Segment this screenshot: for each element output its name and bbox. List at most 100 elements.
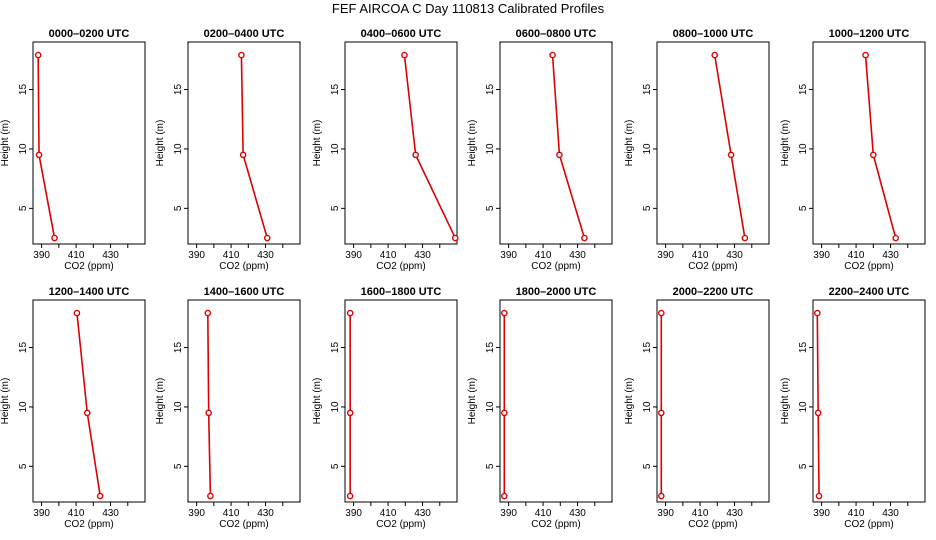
plot-frame xyxy=(812,41,926,245)
profile-point xyxy=(263,234,271,242)
plot-frame xyxy=(499,41,613,245)
x-axis-label: CO2 (ppm) xyxy=(688,519,737,530)
x-tick-label: 430 xyxy=(257,250,274,261)
profile-point xyxy=(727,151,735,159)
profile-point xyxy=(239,151,247,159)
x-tick-label: 410 xyxy=(535,250,552,261)
y-tick-label: 5 xyxy=(330,205,341,211)
y-tick-label: 15 xyxy=(330,342,341,354)
x-tick-label: 430 xyxy=(569,250,586,261)
y-tick-label: 15 xyxy=(798,342,809,354)
x-axis-label: CO2 (ppm) xyxy=(219,261,268,272)
y-tick-label: 15 xyxy=(642,342,653,354)
y-axis-label: Height (m) xyxy=(0,378,11,425)
x-tick-label: 430 xyxy=(257,508,274,519)
y-tick-label: 5 xyxy=(18,205,29,211)
profile-point xyxy=(862,51,869,59)
profile-point xyxy=(207,492,214,500)
y-tick-label: 10 xyxy=(642,401,653,413)
y-tick-label: 5 xyxy=(642,463,653,469)
y-tick-label: 15 xyxy=(18,84,29,96)
y-axis-label: Height (m) xyxy=(155,120,166,167)
x-axis-label: CO2 (ppm) xyxy=(844,261,893,272)
profile-point xyxy=(658,409,665,417)
profile-point xyxy=(451,234,459,242)
profile-point xyxy=(658,492,665,500)
profile-line xyxy=(207,313,212,497)
profile-point xyxy=(83,409,91,417)
plot-frame xyxy=(656,299,770,503)
profile-point xyxy=(205,409,212,417)
profile-point xyxy=(51,234,58,242)
x-axis-label: CO2 (ppm) xyxy=(844,519,893,530)
profile-point xyxy=(815,492,823,500)
panel-title: 2200–2400 UTC xyxy=(829,286,910,298)
plot-frame xyxy=(32,299,146,503)
x-tick-label: 410 xyxy=(692,250,709,261)
panel-title: 1000–1200 UTC xyxy=(829,28,910,40)
plot-frame xyxy=(187,41,301,245)
y-axis-label: Height (m) xyxy=(467,378,478,425)
profile-point xyxy=(814,309,821,317)
y-tick-label: 10 xyxy=(330,401,341,413)
profile-point xyxy=(346,309,354,317)
x-tick-label: 430 xyxy=(726,508,743,519)
x-tick-label: 390 xyxy=(813,508,830,519)
panel-title: 1600–1800 UTC xyxy=(361,286,442,298)
panel-title: 1800–2000 UTC xyxy=(516,286,597,298)
y-axis-label: Height (m) xyxy=(312,120,323,167)
profile-line xyxy=(816,313,820,497)
y-tick-label: 15 xyxy=(18,342,29,354)
x-tick-label: 430 xyxy=(102,508,119,519)
y-axis-label: Height (m) xyxy=(467,120,478,167)
y-tick-label: 5 xyxy=(173,463,184,469)
profile-point xyxy=(658,309,665,317)
profile-line xyxy=(713,54,746,239)
plot-frame xyxy=(656,41,770,245)
profile-point xyxy=(501,309,508,317)
profile-point xyxy=(556,151,563,159)
profile-point xyxy=(870,151,877,159)
profile-line xyxy=(76,312,101,497)
figure-title: FEF AIRCOA C Day 110813 Calibrated Profi… xyxy=(332,1,605,16)
x-axis-label: CO2 (ppm) xyxy=(688,261,737,272)
y-tick-label: 5 xyxy=(798,205,809,211)
x-tick-label: 410 xyxy=(692,508,709,519)
y-tick-label: 10 xyxy=(173,143,184,155)
profile-point xyxy=(401,51,408,59)
y-tick-label: 10 xyxy=(173,401,184,413)
y-tick-label: 5 xyxy=(798,463,809,469)
plot-frame xyxy=(499,299,613,503)
profile-point xyxy=(412,151,419,159)
y-tick-label: 10 xyxy=(485,143,496,155)
y-tick-label: 10 xyxy=(798,143,809,155)
x-tick-label: 410 xyxy=(848,508,865,519)
y-tick-label: 5 xyxy=(485,205,496,211)
x-axis-label: CO2 (ppm) xyxy=(376,519,425,530)
panel-title: 1200–1400 UTC xyxy=(49,286,130,298)
y-tick-label: 15 xyxy=(173,342,184,354)
plot-frame xyxy=(812,299,926,503)
x-tick-label: 390 xyxy=(500,250,517,261)
y-tick-label: 5 xyxy=(173,205,184,211)
x-tick-label: 390 xyxy=(33,250,50,261)
x-tick-label: 390 xyxy=(657,250,674,261)
profile-line xyxy=(37,55,56,239)
x-axis-label: CO2 (ppm) xyxy=(531,261,580,272)
plot-frame xyxy=(344,299,458,503)
y-tick-label: 5 xyxy=(642,205,653,211)
profile-point xyxy=(581,234,588,242)
x-tick-label: 390 xyxy=(345,250,362,261)
profile-point xyxy=(346,492,354,500)
panel-title: 1400–1600 UTC xyxy=(204,286,285,298)
profile-point xyxy=(34,51,42,59)
y-tick-label: 10 xyxy=(798,401,809,413)
x-tick-label: 390 xyxy=(345,508,362,519)
profile-point xyxy=(501,409,508,417)
y-tick-label: 10 xyxy=(18,401,29,413)
panel-title: 0200–0400 UTC xyxy=(204,28,285,40)
x-tick-label: 410 xyxy=(535,508,552,519)
